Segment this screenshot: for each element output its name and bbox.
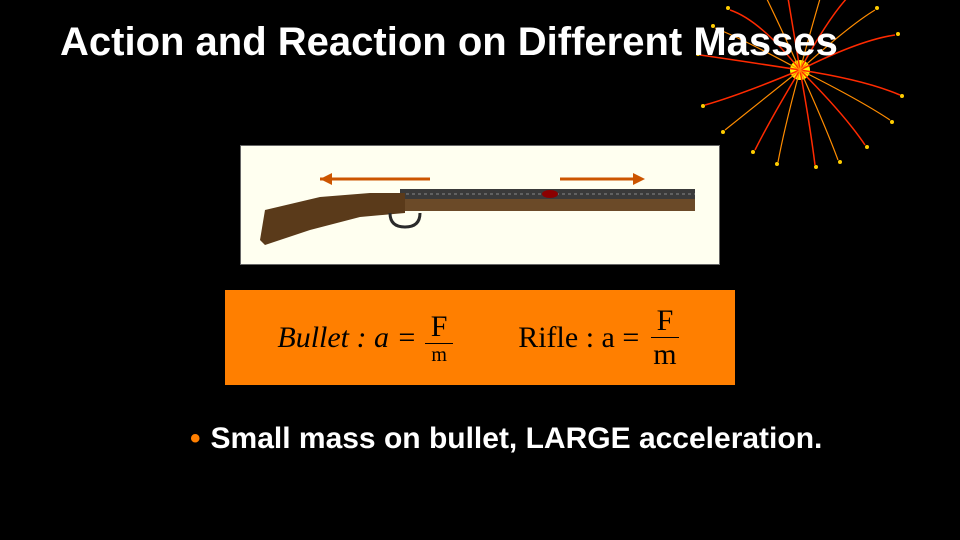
fraction-num: F — [651, 304, 680, 338]
bullet-point-text: Small mass on bullet, LARGE acceleration… — [211, 422, 823, 455]
fraction-num: F — [425, 310, 454, 344]
formula-rifle-label: Rifle : a = — [518, 321, 639, 355]
fraction-den: m — [647, 338, 682, 371]
rifle-diagram — [240, 145, 720, 265]
fraction-rifle: F m — [647, 304, 682, 371]
formula-bullet-label: Bullet : a = — [277, 321, 416, 355]
formula-rifle: Rifle : a = F m — [518, 304, 682, 371]
fraction-den: m — [425, 344, 453, 366]
formula-bullet: Bullet : a = F m — [277, 310, 453, 366]
bullet-marker-icon: • — [190, 422, 201, 455]
formula-panel: Bullet : a = F m Rifle : a = F m — [225, 290, 735, 385]
fraction-bullet: F m — [425, 310, 454, 366]
bullet-point: • Small mass on bullet, LARGE acceleratio… — [190, 420, 840, 458]
slide-title: Action and Reaction on Different Masses — [60, 20, 900, 64]
